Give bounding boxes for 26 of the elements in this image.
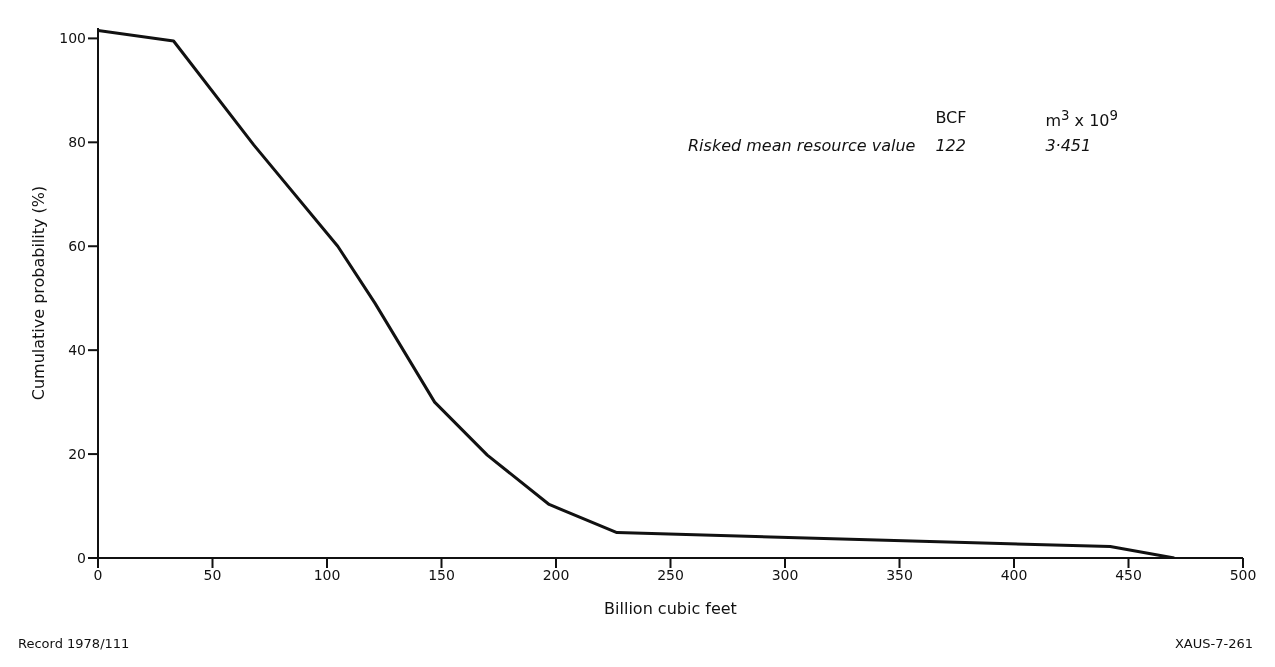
x-tick-label: 500 [1229,566,1257,583]
y-tick-label: 80 [68,134,86,151]
x-tick-label: 100 [313,566,341,583]
x-tick-label: 50 [203,566,222,583]
x-axis-title: Billion cubic feet [604,599,737,618]
x-tick-label: 400 [1000,566,1028,583]
y-tick-label: 100 [59,30,86,47]
y-tick-label: 60 [68,238,86,255]
annotation: 122 [935,136,967,156]
x-tick-label: 450 [1115,566,1142,583]
annotation: 3·451 [1045,136,1093,156]
annotation: Risked mean resource value [688,136,916,156]
x-tick-label: 150 [428,566,455,583]
annotation: BCF [935,108,968,129]
x-tick-label: 300 [771,566,799,583]
text: XAUS-7-261 [1174,636,1253,651]
annotation: m$^{3}$ x 10$^{9}$ [1045,108,1119,131]
x-tick-label: 350 [886,566,913,583]
y-tick-label: 20 [68,446,86,463]
text: Record 1978/111 [18,636,130,651]
x-tick-label: 200 [542,566,570,583]
x-tick-label: 0 [93,566,103,583]
y-tick-label: 0 [77,549,86,566]
y-tick-label: 40 [68,342,86,359]
x-tick-label: 250 [657,566,684,583]
y-axis-title: Cumulative probability (%) [28,185,48,401]
